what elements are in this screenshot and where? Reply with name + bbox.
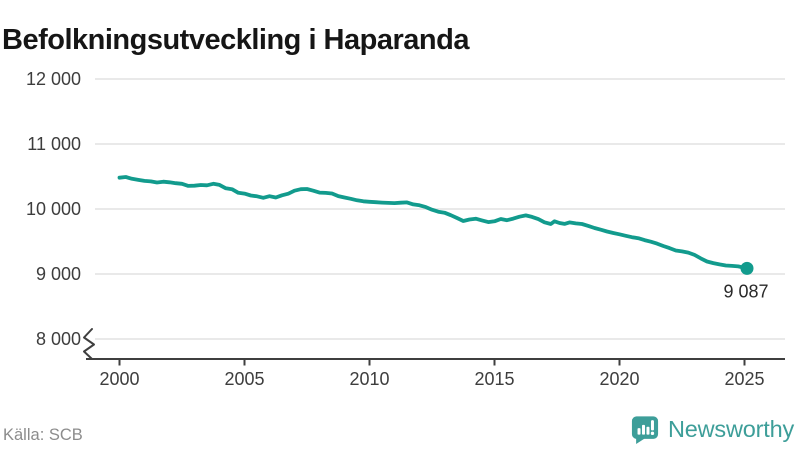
chart-title: Befolkningsutveckling i Haparanda bbox=[2, 24, 469, 57]
source-label: Källa: SCB bbox=[3, 426, 83, 444]
line-chart: 12 000 11 000 10 000 9 000 8 000 2000 2005 2010… bbox=[0, 60, 800, 405]
bar-chart-speech-bubble-icon bbox=[631, 415, 659, 444]
x-tick-label: 2015 bbox=[474, 369, 514, 389]
y-tick-label: 10 000 bbox=[26, 199, 81, 219]
x-tick-label: 2005 bbox=[224, 369, 264, 389]
newsworthy-logo[interactable]: Newsworthy bbox=[631, 413, 794, 445]
newsworthy-wordmark: Newsworthy bbox=[668, 415, 794, 442]
y-tick-label: 9 000 bbox=[36, 264, 81, 284]
x-tick-label: 2025 bbox=[724, 369, 764, 389]
x-tick-label: 2000 bbox=[99, 369, 139, 389]
y-tick-label: 12 000 bbox=[26, 69, 81, 89]
y-tick-label: 11 000 bbox=[27, 134, 81, 154]
chart-canvas: 12 000 11 000 10 000 9 000 8 000 2000 2005 2010… bbox=[26, 69, 785, 389]
axis-break-icon bbox=[83, 328, 95, 360]
end-value-label: 9 087 bbox=[723, 281, 768, 301]
y-tick-label: 8 000 bbox=[36, 329, 81, 349]
x-tick-label: 2020 bbox=[599, 369, 639, 389]
end-point-marker bbox=[740, 261, 754, 275]
x-tick-label: 2010 bbox=[349, 369, 389, 389]
population-line bbox=[117, 175, 749, 271]
